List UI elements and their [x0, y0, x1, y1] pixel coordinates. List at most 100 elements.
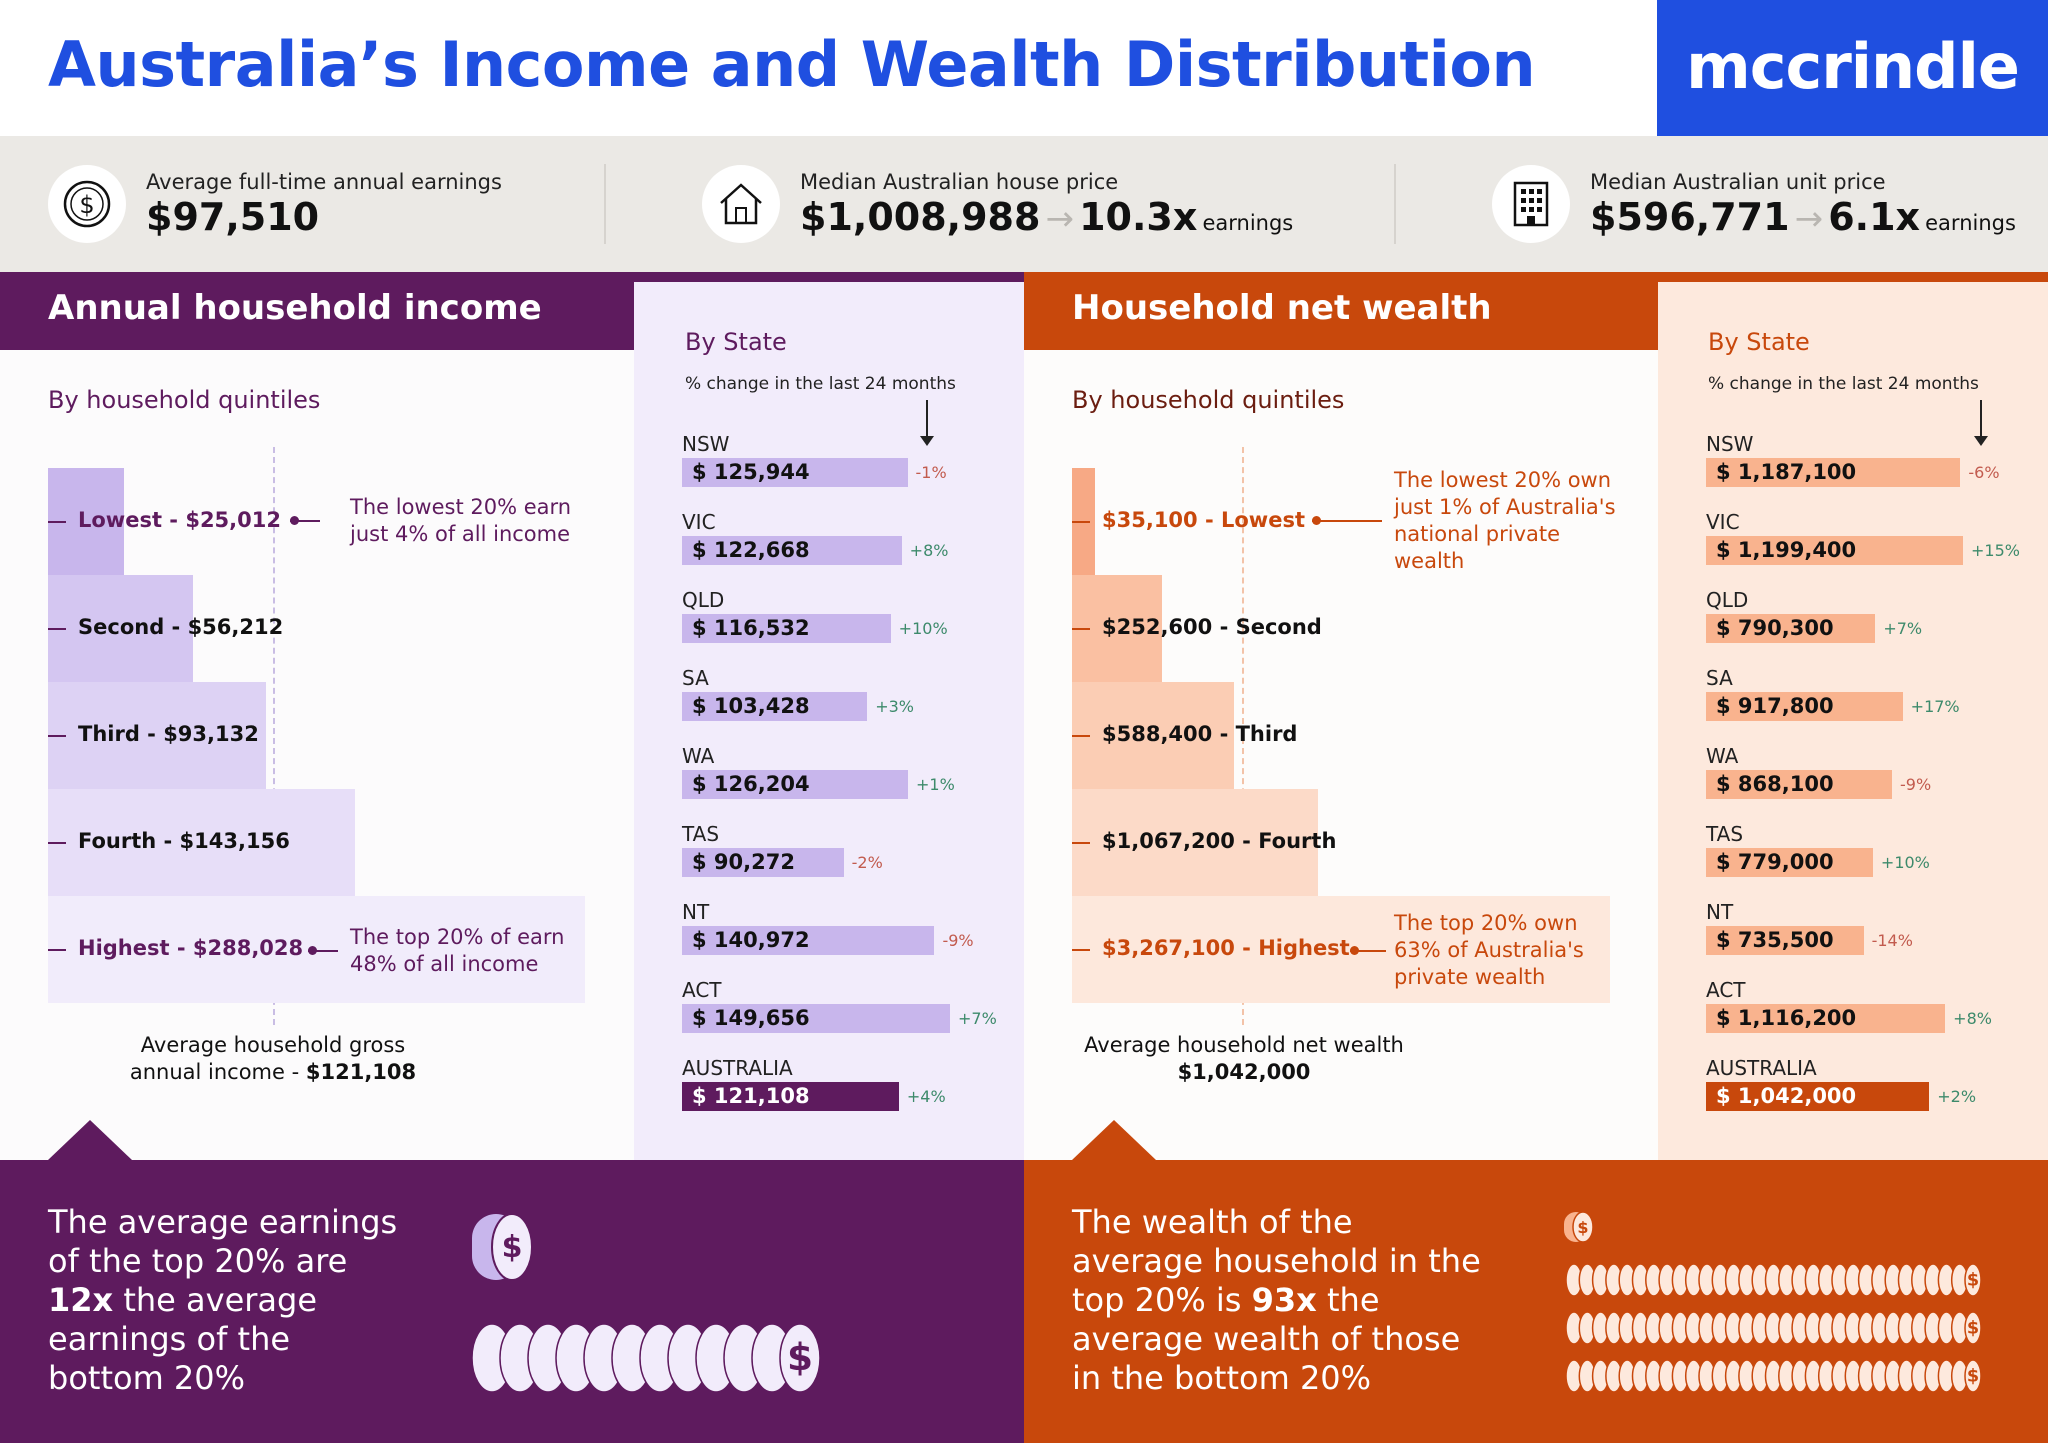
- state-value: $ 140,972: [692, 928, 810, 952]
- income-header-band: [0, 272, 634, 350]
- brand-logo: mccrindle: [1686, 30, 2020, 103]
- state-name: VIC: [1706, 510, 1740, 534]
- state-value: $ 1,116,200: [1716, 1006, 1857, 1030]
- state-change: +2%: [1937, 1087, 1977, 1106]
- income-bottom-text-a: The average earnings of the top 20% are: [48, 1203, 398, 1280]
- state-value: $ 149,656: [692, 1006, 810, 1030]
- state-bar: [1706, 926, 1864, 955]
- pointer-triangle: [48, 1120, 132, 1160]
- coin: [1964, 1359, 1982, 1393]
- quintile-label: $588,400 - Third: [1102, 721, 1298, 746]
- quintile-tick: [48, 627, 66, 630]
- arrow-down-head: [1974, 436, 1988, 446]
- quintile-bar: [1072, 682, 1235, 789]
- state-value: $ 1,199,400: [1716, 538, 1857, 562]
- callout-dot: [1312, 516, 1321, 525]
- stat-house-row: $1,008,988 → 10.3x earnings: [800, 195, 1293, 239]
- state-bar: [682, 926, 935, 955]
- quintile-label: Lowest - $25,012: [78, 507, 281, 532]
- state-name: VIC: [682, 510, 716, 534]
- income-by-state-title: By State: [685, 328, 787, 356]
- svg-text:$: $: [502, 1230, 523, 1265]
- state-change: +15%: [1971, 541, 2020, 560]
- income-by-state-subtitle: % change in the last 24 months: [685, 374, 956, 394]
- arrow-down-head: [920, 436, 934, 446]
- wealth-header-band: [1024, 272, 1658, 350]
- wealth-note-lowest: The lowest 20% own just 1% of Australia'…: [1394, 468, 1616, 573]
- wealth-average-value: $1,042,000: [1177, 1060, 1311, 1084]
- income-average-label: annual income -: [129, 1060, 306, 1084]
- state-value: $ 868,100: [1716, 772, 1834, 796]
- wealth-average-line: [1242, 447, 1244, 1025]
- quintile-bar: [48, 575, 194, 682]
- state-value: $ 121,108: [692, 1084, 810, 1108]
- dollar-sign-icon: $: [1967, 1319, 1979, 1339]
- stats-bar: [0, 136, 2048, 272]
- quintile-bar: [1072, 789, 1318, 896]
- state-change: +10%: [1880, 853, 1930, 872]
- income-subheading: By household quintiles: [48, 386, 321, 414]
- income-note-highest: The top 20% of earn 48% of all income: [350, 925, 565, 976]
- income-bottom-multiplier: 12x: [48, 1281, 114, 1319]
- quintile-tick: [48, 948, 66, 951]
- state-bar: [1706, 848, 1873, 877]
- quintile-label: Fourth - $143,156: [78, 828, 290, 853]
- state-bar: [682, 536, 902, 565]
- stat-value-earnings: $97,510: [146, 195, 320, 239]
- state-change: +10%: [898, 619, 948, 638]
- state-name: NSW: [682, 432, 730, 456]
- state-change: +17%: [1910, 697, 1960, 716]
- state-value: $ 735,500: [1716, 928, 1834, 952]
- income-average-line1: Average household gross: [140, 1033, 406, 1057]
- state-change: -14%: [1871, 931, 1913, 950]
- state-value: $ 103,428: [692, 694, 810, 718]
- state-bar: [1706, 1004, 1946, 1033]
- stat-label-unit: Median Australian unit price: [1590, 170, 1886, 194]
- brand-banner: [1657, 0, 2048, 136]
- callout-line: [1312, 520, 1382, 522]
- wealth-heading: Household net wealth: [1072, 288, 1492, 328]
- coin: [1964, 1311, 1982, 1345]
- wealth-by-state-subtitle: % change in the last 24 months: [1708, 374, 1979, 394]
- state-value: $ 917,800: [1716, 694, 1834, 718]
- dollar-sign-icon: $: [1967, 1367, 1979, 1387]
- state-name: ACT: [1706, 978, 1746, 1002]
- state-bar: [1706, 1082, 1930, 1111]
- state-name: AUSTRALIA: [682, 1056, 793, 1080]
- wealth-top-strip: [1024, 272, 2048, 282]
- quintile-tick: [48, 520, 66, 523]
- state-name: SA: [1706, 666, 1733, 690]
- quintile-label: Third - $93,132: [78, 721, 259, 746]
- stat-multiplier-house: 10.3x: [1079, 195, 1198, 239]
- state-name: WA: [682, 744, 715, 768]
- income-bottom-text: The average earnings of the top 20% are …: [48, 1203, 408, 1398]
- wealth-bottom-text: The wealth of the average household in t…: [1072, 1203, 1492, 1398]
- dollar-sign-icon: $: [787, 1335, 813, 1379]
- state-value: $ 116,532: [692, 616, 810, 640]
- quintile-label: $252,600 - Second: [1102, 614, 1322, 639]
- stat-unit-row: $596,771 → 6.1x earnings: [1590, 195, 2016, 239]
- state-bar: [682, 614, 891, 643]
- state-value: $ 126,204: [692, 772, 810, 796]
- state-name: NT: [1706, 900, 1734, 924]
- state-value: $ 122,668: [692, 538, 810, 562]
- state-name: TAS: [1706, 822, 1744, 846]
- dollar-coin-icon: $: [48, 165, 126, 243]
- state-value: $ 790,300: [1716, 616, 1834, 640]
- quintile-tick: [1072, 520, 1090, 523]
- state-value: $ 1,042,000: [1716, 1084, 1857, 1108]
- income-average-value: $121,108: [305, 1060, 417, 1084]
- dollar-sign-icon: $: [1967, 1271, 1979, 1291]
- wealth-average-caption: Average household net wealth $1,042,000: [1064, 1032, 1424, 1086]
- state-name: ACT: [682, 978, 722, 1002]
- apartment-building-icon: [1492, 165, 1570, 243]
- callout-dot: [308, 946, 317, 955]
- state-name: AUSTRALIA: [1706, 1056, 1817, 1080]
- coin-stack-top20-icon: $: [464, 1320, 864, 1400]
- state-bar: [1706, 536, 1963, 565]
- state-bar: [682, 692, 868, 721]
- state-name: NSW: [1706, 432, 1754, 456]
- state-bar: [682, 1004, 950, 1033]
- wealth-average-line1: Average household net wealth: [1084, 1033, 1404, 1057]
- state-change: +7%: [1883, 619, 1923, 638]
